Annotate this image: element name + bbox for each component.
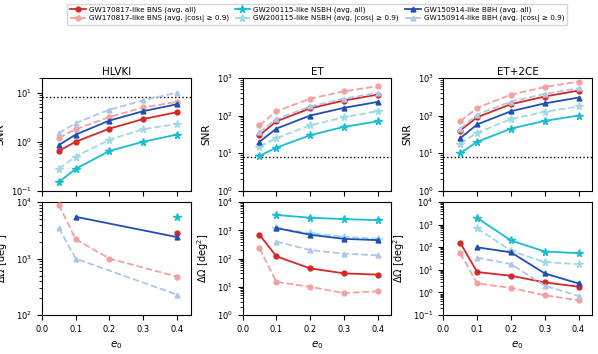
- Y-axis label: $\Delta\Omega$ [deg$^2$]: $\Delta\Omega$ [deg$^2$]: [0, 234, 10, 283]
- Y-axis label: SNR: SNR: [402, 124, 412, 145]
- X-axis label: $e_0$: $e_0$: [311, 339, 323, 351]
- Y-axis label: SNR: SNR: [202, 124, 211, 145]
- Title: ET: ET: [310, 67, 324, 77]
- Title: HLVKI: HLVKI: [102, 67, 131, 77]
- Y-axis label: $\Delta\Omega$ [deg$^2$]: $\Delta\Omega$ [deg$^2$]: [392, 234, 407, 283]
- Y-axis label: $\Delta\Omega$ [deg$^2$]: $\Delta\Omega$ [deg$^2$]: [196, 234, 211, 283]
- Legend: GW170817-like BNS (avg. all), GW170817-like BNS (avg. |cosι| ≥ 0.9), GW200115-li: GW170817-like BNS (avg. all), GW170817-l…: [67, 4, 567, 25]
- Title: ET+2CE: ET+2CE: [497, 67, 539, 77]
- Y-axis label: SNR: SNR: [0, 124, 6, 145]
- X-axis label: $e_0$: $e_0$: [511, 339, 524, 351]
- X-axis label: $e_0$: $e_0$: [110, 339, 123, 351]
